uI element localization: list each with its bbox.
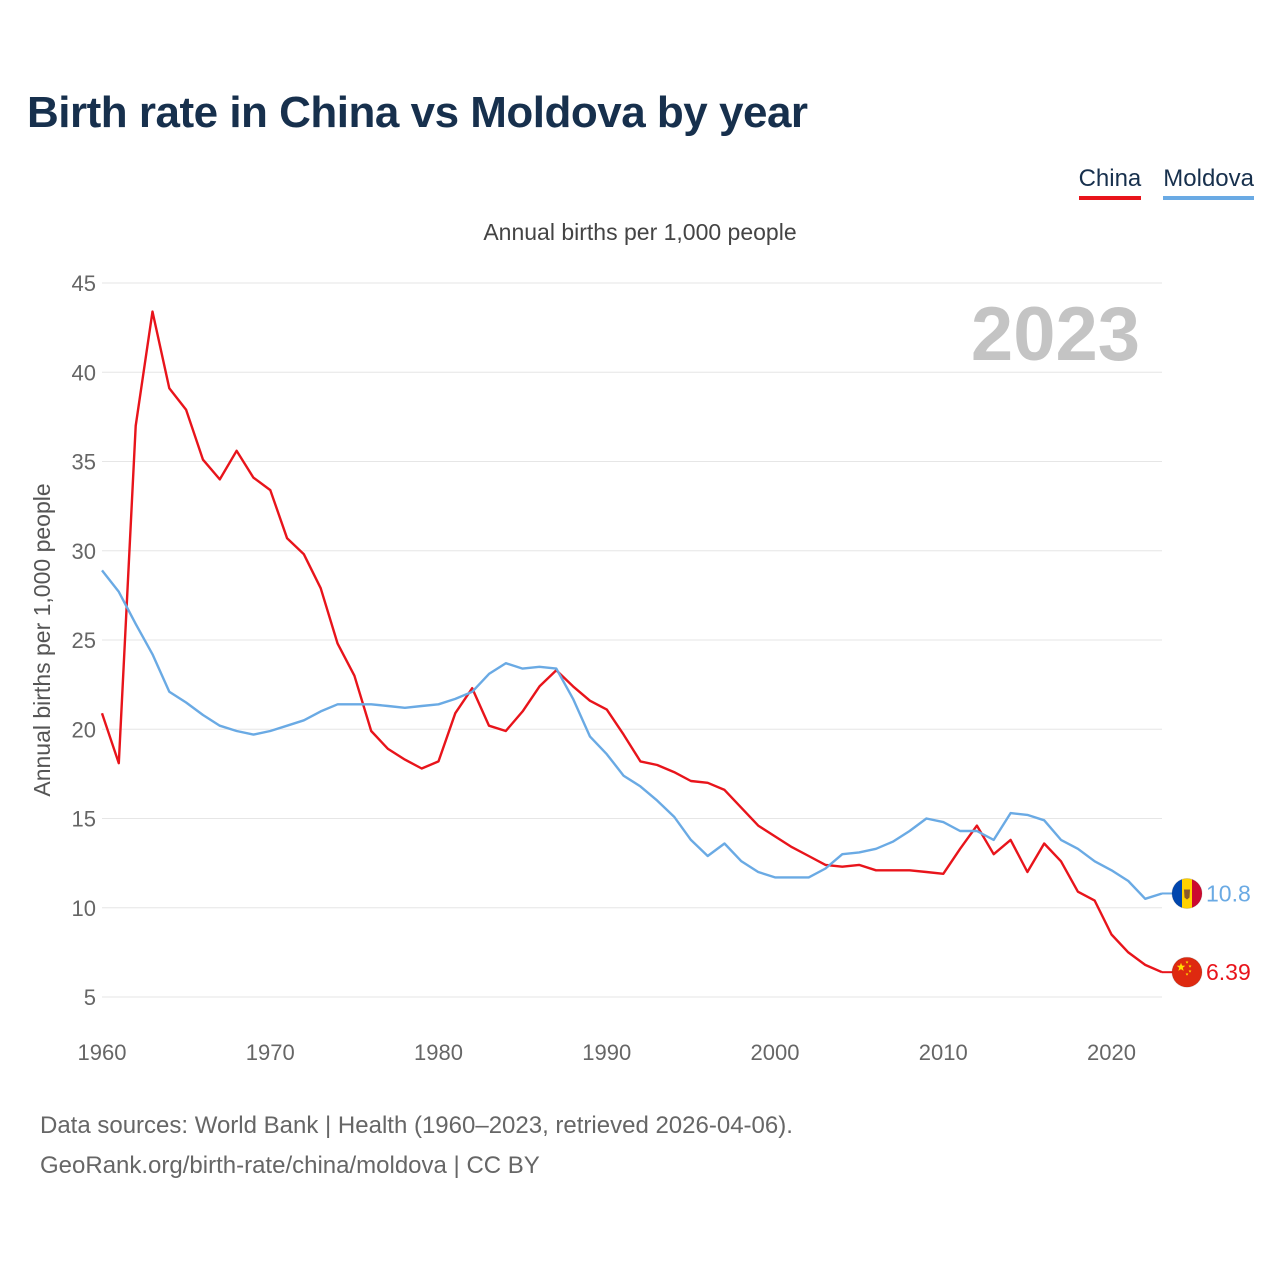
- series-line-china: [100, 310, 1163, 974]
- y-tick-label: 30: [72, 539, 96, 564]
- x-tick-label: 2000: [751, 1040, 800, 1065]
- y-tick-label: 5: [84, 985, 96, 1010]
- x-tick-label: 1970: [246, 1040, 295, 1065]
- page-title: Birth rate in China vs Moldova by year: [27, 88, 808, 137]
- y-tick-label: 40: [72, 360, 96, 385]
- year-label: 2023: [971, 292, 1140, 377]
- y-tick-label: 45: [72, 271, 96, 296]
- x-tick-label: 1960: [78, 1040, 127, 1065]
- y-axis-ticks: 5 10 15 20 25 30 35 40 45: [72, 271, 96, 1010]
- grid-lines: [102, 282, 1162, 998]
- legend-item-moldova[interactable]: Moldova: [1163, 164, 1254, 200]
- y-axis-label: Annual births per 1,000 people: [29, 483, 55, 796]
- x-tick-label: 2010: [919, 1040, 968, 1065]
- legend: China Moldova: [1078, 164, 1254, 200]
- legend-item-china[interactable]: China: [1078, 164, 1142, 200]
- x-axis-ticks: 1960 1970 1980 1990 2000 2010 2020: [78, 1040, 1136, 1065]
- x-tick-label: 1980: [414, 1040, 463, 1065]
- footer: Data sources: World Bank | Health (1960–…: [40, 1106, 793, 1186]
- end-value-china: 6.39: [1206, 959, 1251, 985]
- y-tick-label: 15: [72, 807, 96, 832]
- x-tick-label: 1990: [582, 1040, 631, 1065]
- y-tick-label: 35: [72, 450, 96, 475]
- end-value-moldova: 10.8: [1206, 880, 1251, 906]
- footer-source: Data sources: World Bank | Health (1960–…: [40, 1112, 793, 1139]
- china-flag-icon: [1171, 956, 1203, 988]
- chart-subtitle: Annual births per 1,000 people: [483, 219, 796, 245]
- x-tick-label: 2020: [1087, 1040, 1136, 1065]
- series-line-moldova: [101, 569, 1163, 900]
- y-tick-label: 25: [72, 628, 96, 653]
- y-tick-label: 20: [72, 717, 96, 742]
- footer-credit: GeoRank.org/birth-rate/china/moldova | C…: [40, 1152, 540, 1179]
- series-lines: [100, 310, 1163, 974]
- y-tick-label: 10: [72, 896, 96, 921]
- moldova-flag-icon: [1171, 877, 1203, 909]
- end-markers: 6.39 10.8: [1162, 877, 1251, 988]
